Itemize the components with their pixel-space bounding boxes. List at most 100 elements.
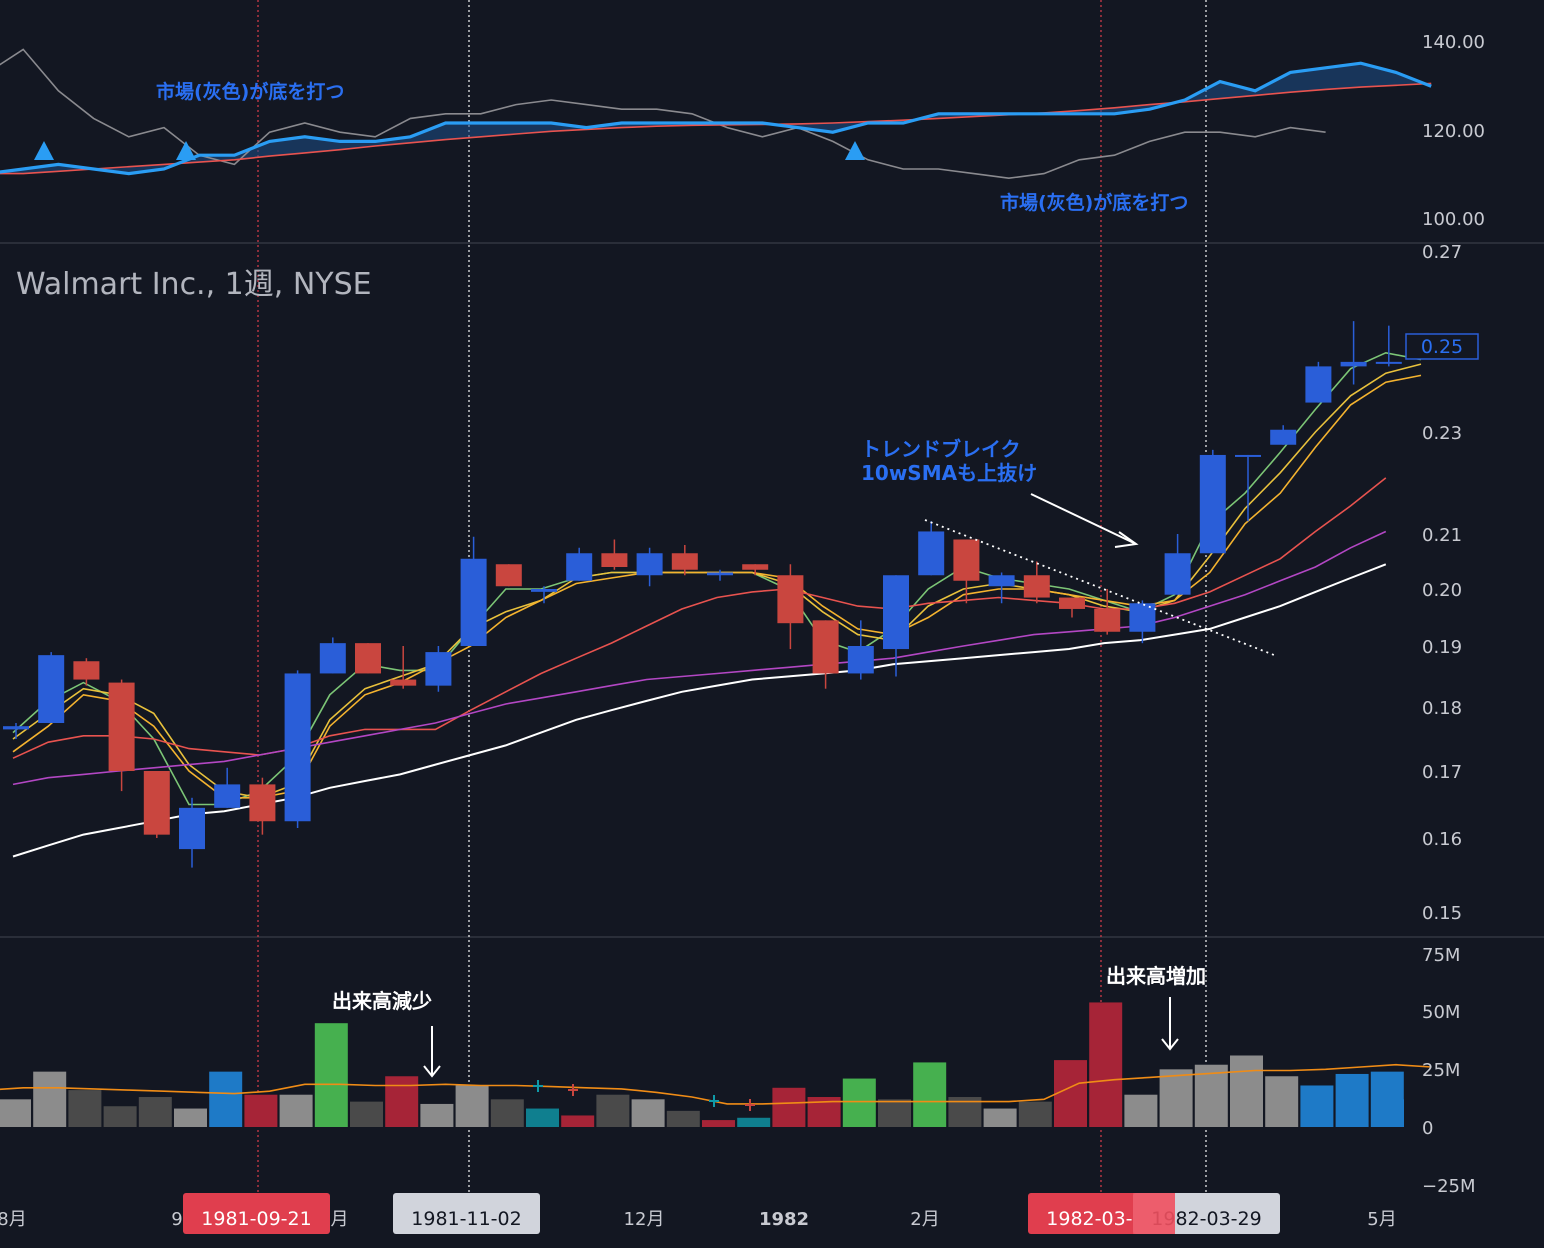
price-pane: 0.25 <box>3 321 1479 868</box>
candle-body <box>319 643 346 674</box>
candle-body <box>953 539 980 581</box>
volume-bar <box>772 1087 806 1127</box>
volume-bar <box>174 1108 207 1127</box>
candle-body <box>1375 361 1402 364</box>
market-bottom-annotation-2: 市場(灰色)が底を打つ <box>1000 191 1188 214</box>
up-triangle-marker <box>176 141 196 160</box>
volume-bar <box>314 1023 348 1127</box>
y-tick-label: 25M <box>1422 1060 1460 1081</box>
volume-bar <box>1370 1071 1404 1127</box>
volume-bar <box>1194 1064 1228 1127</box>
volume-bar <box>596 1094 630 1127</box>
volume-bar <box>913 1062 947 1127</box>
volume-bar <box>1124 1094 1158 1127</box>
candle-body <box>1164 553 1191 595</box>
volume-bar <box>1159 1069 1193 1127</box>
x-tick-label: 8月 <box>0 1209 27 1230</box>
date-badge-label: 1981-09-21 <box>201 1208 311 1230</box>
volume-bar <box>526 1108 559 1127</box>
x-tick-label: 1982 <box>759 1209 809 1230</box>
candle-body <box>460 558 487 646</box>
candle-body <box>847 646 874 674</box>
candle-body <box>883 575 909 650</box>
candle-body <box>495 564 522 587</box>
volume-bar <box>68 1090 102 1127</box>
candle-body <box>566 553 593 581</box>
last-price-box <box>1405 333 1479 360</box>
trend-break-annotation-1: トレンドブレイク <box>861 437 1021 461</box>
candle-body <box>1094 608 1121 632</box>
volume-bar <box>666 1110 700 1127</box>
candle-body <box>707 572 733 576</box>
candle-body <box>742 564 769 570</box>
candle-body <box>671 553 698 570</box>
candle-body <box>1235 454 1261 457</box>
y-tick-label: 0.20 <box>1422 580 1462 601</box>
volume-bar <box>1054 1060 1087 1127</box>
y-tick-label: 75M <box>1422 945 1460 966</box>
candle-body <box>1199 454 1226 554</box>
candle-body <box>1129 603 1156 632</box>
volume-bar <box>0 1099 31 1127</box>
date-badge-label: 1982-03-29 <box>1151 1208 1261 1230</box>
candle-body <box>1059 597 1085 609</box>
y-tick-label: 0.21 <box>1422 525 1462 546</box>
moving-average-line <box>12 530 1387 786</box>
candle-body <box>284 673 311 822</box>
candle-body <box>1305 366 1332 403</box>
date-badge-label: 1982-03-08 <box>1046 1208 1156 1230</box>
volume-bar <box>455 1085 489 1127</box>
volume-bar <box>1335 1073 1369 1127</box>
candle-body <box>214 784 241 808</box>
candle-body <box>108 682 135 771</box>
y-tick-label: 0.18 <box>1422 698 1462 719</box>
trendline <box>924 519 1275 656</box>
volume-bar <box>1018 1101 1052 1127</box>
candle-body <box>355 643 381 674</box>
price-axis: 140.00 120.00 100.00 0.27 0.23 0.21 0.20 0.19 0.… <box>1422 32 1485 1197</box>
candle-body <box>143 771 170 835</box>
y-tick-label: 0.17 <box>1422 762 1462 783</box>
date-badge-label: 1981-11-02 <box>411 1208 521 1230</box>
candle-body <box>636 553 663 576</box>
candle-body <box>918 531 945 576</box>
arrow-volume-increase <box>1161 997 1179 1051</box>
candle-body <box>390 679 417 686</box>
volume-pane <box>0 1002 1432 1127</box>
volume-bar <box>420 1103 454 1127</box>
volume-bar <box>737 1117 771 1127</box>
candle-body <box>988 575 1015 587</box>
volume-bar <box>1300 1085 1334 1127</box>
volume-bar <box>1401 1099 1404 1127</box>
volume-bar <box>1265 1076 1299 1127</box>
candle-body <box>1270 429 1297 445</box>
time-axis: 8月9月10月12月19822月5月1981-09-211981-11-0219… <box>0 1193 1397 1234</box>
candle-body <box>73 661 100 680</box>
arrow-trend-break <box>1030 493 1139 548</box>
volume-bar <box>878 1099 911 1127</box>
market-bottom-annotation-1: 市場(灰色)が底を打つ <box>156 80 344 103</box>
comparison-pane <box>0 48 1432 180</box>
date-badge <box>393 1193 540 1234</box>
y-tick-label: 120.00 <box>1422 121 1485 142</box>
candle-body <box>38 655 65 723</box>
volume-bar <box>385 1076 419 1127</box>
last-price-label: 0.25 <box>1421 336 1463 358</box>
volume-bar <box>983 1108 1017 1127</box>
date-badge <box>183 1193 330 1234</box>
volume-bar <box>490 1099 524 1127</box>
volume-bar <box>631 1099 665 1127</box>
candle-body <box>777 575 804 624</box>
y-tick-label: 100.00 <box>1422 209 1485 230</box>
volume-bar <box>138 1097 172 1127</box>
candle-body <box>249 784 276 822</box>
market-line <box>0 48 1326 180</box>
y-tick-label: 0.15 <box>1422 903 1462 924</box>
up-triangle-marker <box>845 141 865 160</box>
volume-bar <box>209 1071 243 1127</box>
candle-body <box>3 726 29 730</box>
relative-strength-fill <box>0 63 1432 174</box>
volume-bar <box>350 1101 383 1127</box>
